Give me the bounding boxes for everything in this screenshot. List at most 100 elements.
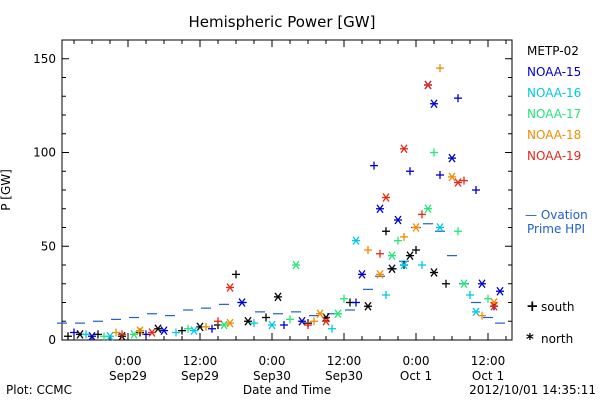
- north-star-d2: [412, 223, 420, 232]
- north-star-point: [316, 309, 324, 319]
- north-star-point: [436, 223, 444, 232]
- north-star-point: [376, 204, 384, 214]
- x-tick-date-label: Sep29: [181, 369, 219, 383]
- south-plus-point: [172, 328, 180, 337]
- south-plus-point: [352, 298, 360, 307]
- north-star-d2: [460, 279, 468, 289]
- north-star-d2: [136, 326, 144, 336]
- north-star-d2: [160, 326, 168, 336]
- south-plus-point: [202, 322, 210, 331]
- south-plus-point: [454, 94, 462, 103]
- legend-series-2: NOAA-16: [527, 86, 581, 100]
- north-star-point: [406, 251, 414, 261]
- north-star-d2: [148, 328, 156, 337]
- south-plus-point: [454, 227, 462, 236]
- south-plus-point: [418, 261, 426, 269]
- north-star-point: [298, 316, 306, 326]
- north-star-point: [244, 316, 252, 326]
- south-plus-point: [280, 321, 288, 329]
- south-plus-point: [310, 317, 318, 326]
- north-star-d2: [268, 320, 276, 330]
- south-plus-point: [112, 328, 120, 337]
- south-plus-point: [286, 315, 294, 324]
- north-star-point: [226, 318, 234, 328]
- south-plus-point: [214, 317, 222, 326]
- y-axis-label: P [GW]: [0, 169, 13, 211]
- north-star-d2: [220, 320, 228, 330]
- legend-series-0: METP-02: [527, 44, 579, 58]
- north-star-d2: [364, 301, 372, 311]
- north-star-point: [292, 260, 300, 270]
- x-axis-label: Date and Time: [243, 383, 331, 397]
- x-tick-time-label: 12:00: [327, 354, 362, 368]
- y-axis: 0 50 100 150: [33, 39, 512, 347]
- south-plus-point: [478, 311, 486, 320]
- north-star-d2: [196, 322, 204, 332]
- south-plus-point: [430, 148, 438, 157]
- south-plus-point: [484, 294, 492, 303]
- chart-title: Hemispheric Power [GW]: [189, 13, 376, 31]
- north-star-point: [388, 264, 396, 274]
- north-star-point: [472, 307, 480, 317]
- x-tick-date-label: Sep30: [325, 369, 363, 383]
- legend-series-3: NOAA-17: [527, 107, 581, 121]
- north-star-d2: [322, 316, 330, 326]
- x-tick-date-label: Oct 1: [472, 369, 504, 383]
- north-star-point: [460, 279, 468, 289]
- north-star-point: [220, 320, 228, 330]
- north-star-point: [274, 292, 282, 302]
- north-star-d2: [496, 286, 504, 296]
- south-plus-point: [304, 321, 312, 329]
- south-plus-point: [64, 332, 72, 341]
- south-plus-point: [262, 313, 270, 322]
- north-star-d2: [490, 301, 498, 311]
- north-star-d2: [154, 324, 162, 334]
- north-star-point: [358, 269, 366, 279]
- north-star-point: [334, 309, 342, 319]
- north-star-d2: [400, 144, 408, 154]
- x-tick-date-label: Sep29: [109, 369, 147, 383]
- south-plus-point: [142, 330, 150, 339]
- x-axis: 0:00Sep2912:00Sep290:00Sep3012:00Sep300:…: [73, 40, 507, 383]
- north-star-point: [478, 279, 486, 289]
- north-star-point: [376, 269, 384, 279]
- north-star-point: [412, 223, 420, 232]
- legend-ovation-line2: Prime HPI: [527, 222, 585, 236]
- north-star-d2: [454, 178, 462, 187]
- north-star-point: [160, 326, 168, 336]
- x-tick-time-label: 0:00: [115, 354, 142, 368]
- north-star-d2: [376, 269, 384, 279]
- north-star-d2: [406, 251, 414, 261]
- south-plus-point: [466, 291, 474, 299]
- north-star-point: [136, 326, 144, 336]
- south-plus-point: [178, 326, 186, 335]
- north-star-point: [388, 251, 396, 261]
- y-tick-label: 0: [48, 333, 56, 347]
- x-tick-time-label: 0:00: [259, 354, 286, 368]
- south-plus-point: [412, 246, 420, 254]
- north-star-point: [148, 328, 156, 337]
- north-star-d2: [76, 329, 84, 339]
- north-star-d2: [472, 307, 480, 317]
- north-star-d2: [424, 80, 432, 90]
- south-plus-point: [460, 176, 468, 185]
- north-star-point: [400, 144, 408, 154]
- plot-frame: [61, 39, 513, 341]
- north-star-point: [352, 236, 360, 246]
- north-star-point: [448, 153, 456, 163]
- north-star-d2: [478, 279, 486, 289]
- plot-credit: Plot: CCMC: [6, 383, 72, 397]
- north-star-point: [454, 178, 462, 187]
- north-star-d2: [226, 283, 234, 292]
- south-plus-point: [94, 330, 102, 339]
- south-plus-point: [118, 330, 126, 339]
- north-star-d2: [226, 318, 234, 328]
- y-tick-label: 100: [33, 146, 56, 160]
- north-star-point: [130, 329, 138, 339]
- north-star-d2: [130, 329, 138, 339]
- south-plus-point: [442, 279, 450, 288]
- north-star-d2: [430, 268, 438, 277]
- north-star-point: [394, 215, 402, 225]
- north-star-point: [322, 316, 330, 326]
- north-star-d2: [430, 99, 438, 109]
